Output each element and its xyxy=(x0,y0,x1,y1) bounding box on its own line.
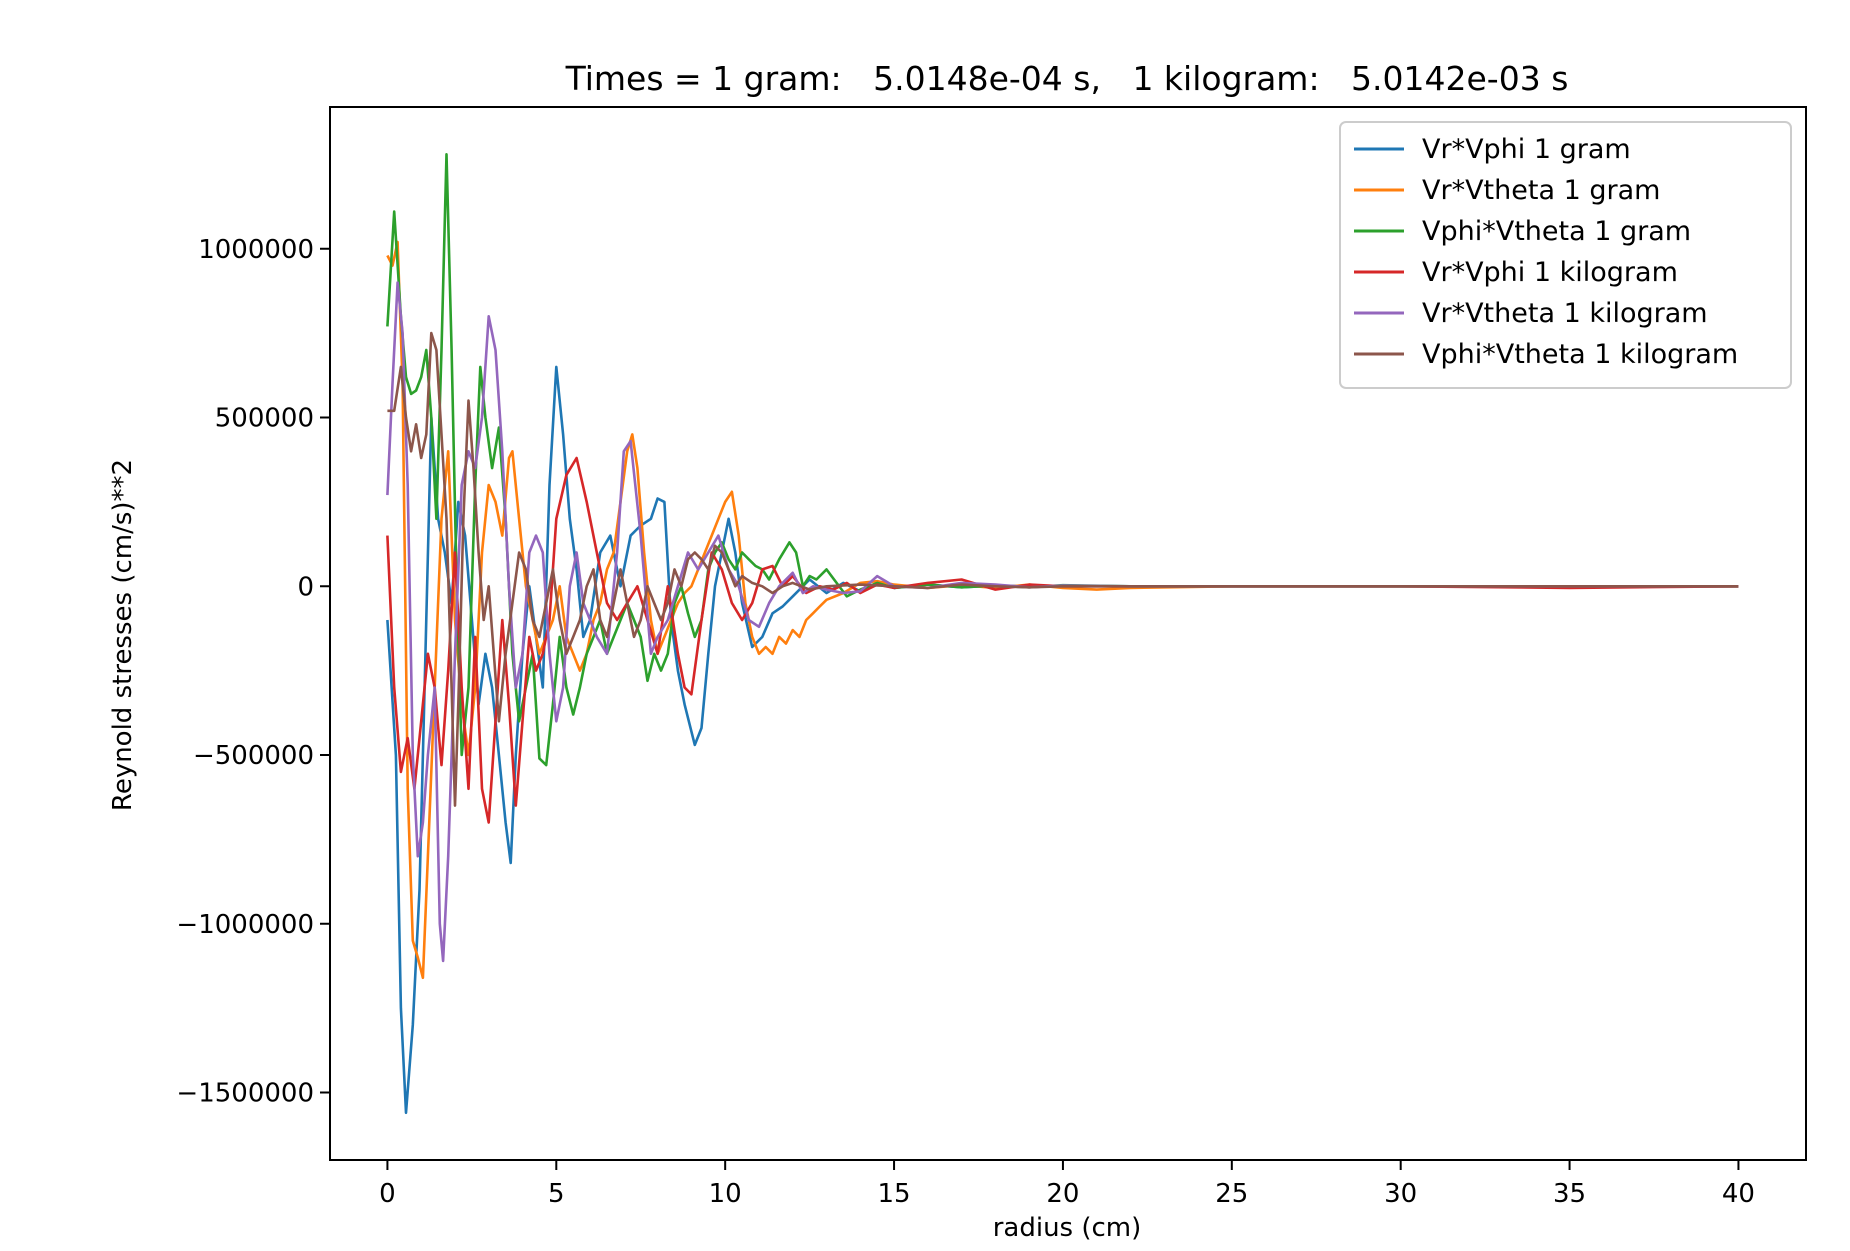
legend: Vr*Vphi 1 gram Vr*Vtheta 1 gram Vphi*Vthet… xyxy=(1339,121,1792,389)
x-tick-label: 35 xyxy=(1553,1179,1586,1209)
legend-label: Vr*Vphi 1 gram xyxy=(1422,134,1631,165)
x-tick-label: 20 xyxy=(1046,1179,1079,1209)
x-tick-label: 0 xyxy=(379,1179,396,1209)
x-tick-label: 5 xyxy=(548,1179,565,1209)
plot-lines xyxy=(386,153,1739,1115)
y-tick-label: −1000000 xyxy=(176,910,314,940)
legend-box xyxy=(1339,121,1792,389)
legend-label: Vr*Vtheta 1 kilogram xyxy=(1422,298,1708,329)
x-tick-label: 25 xyxy=(1215,1179,1248,1209)
x-tick-label: 10 xyxy=(709,1179,742,1209)
legend-label: Vr*Vtheta 1 gram xyxy=(1422,175,1660,206)
y-tick-label: −1500000 xyxy=(176,1079,314,1109)
series-line-5 xyxy=(386,281,1739,963)
x-tick-label: 40 xyxy=(1722,1179,1755,1209)
legend-label: Vr*Vphi 1 kilogram xyxy=(1422,257,1678,288)
plot-frame xyxy=(329,106,1807,1161)
x-axis: 0 5 10 15 20 25 30 35 40 xyxy=(379,1160,1755,1209)
y-axis: −1500000 −1000000 −500000 0 500000 1000000 xyxy=(176,235,330,1109)
series-line-1 xyxy=(386,365,1739,1115)
y-tick-label: 1000000 xyxy=(198,235,314,265)
legend-label: Vphi*Vtheta 1 kilogram xyxy=(1422,339,1738,370)
y-tick-label: 500000 xyxy=(215,404,314,434)
legend-label: Vphi*Vtheta 1 gram xyxy=(1422,216,1691,247)
x-tick-label: 30 xyxy=(1384,1179,1417,1209)
x-tick-label: 15 xyxy=(878,1179,911,1209)
y-axis-title: Reynold stresses (cm/s)**2 xyxy=(108,459,138,811)
chart-title: Times = 1 gram: 5.0148e-04 s, 1 kilogram… xyxy=(565,59,1569,98)
x-axis-title: radius (cm) xyxy=(993,1213,1142,1243)
series-line-6 xyxy=(387,331,1739,807)
y-tick-label: 0 xyxy=(297,572,314,602)
y-tick-label: −500000 xyxy=(193,741,314,771)
